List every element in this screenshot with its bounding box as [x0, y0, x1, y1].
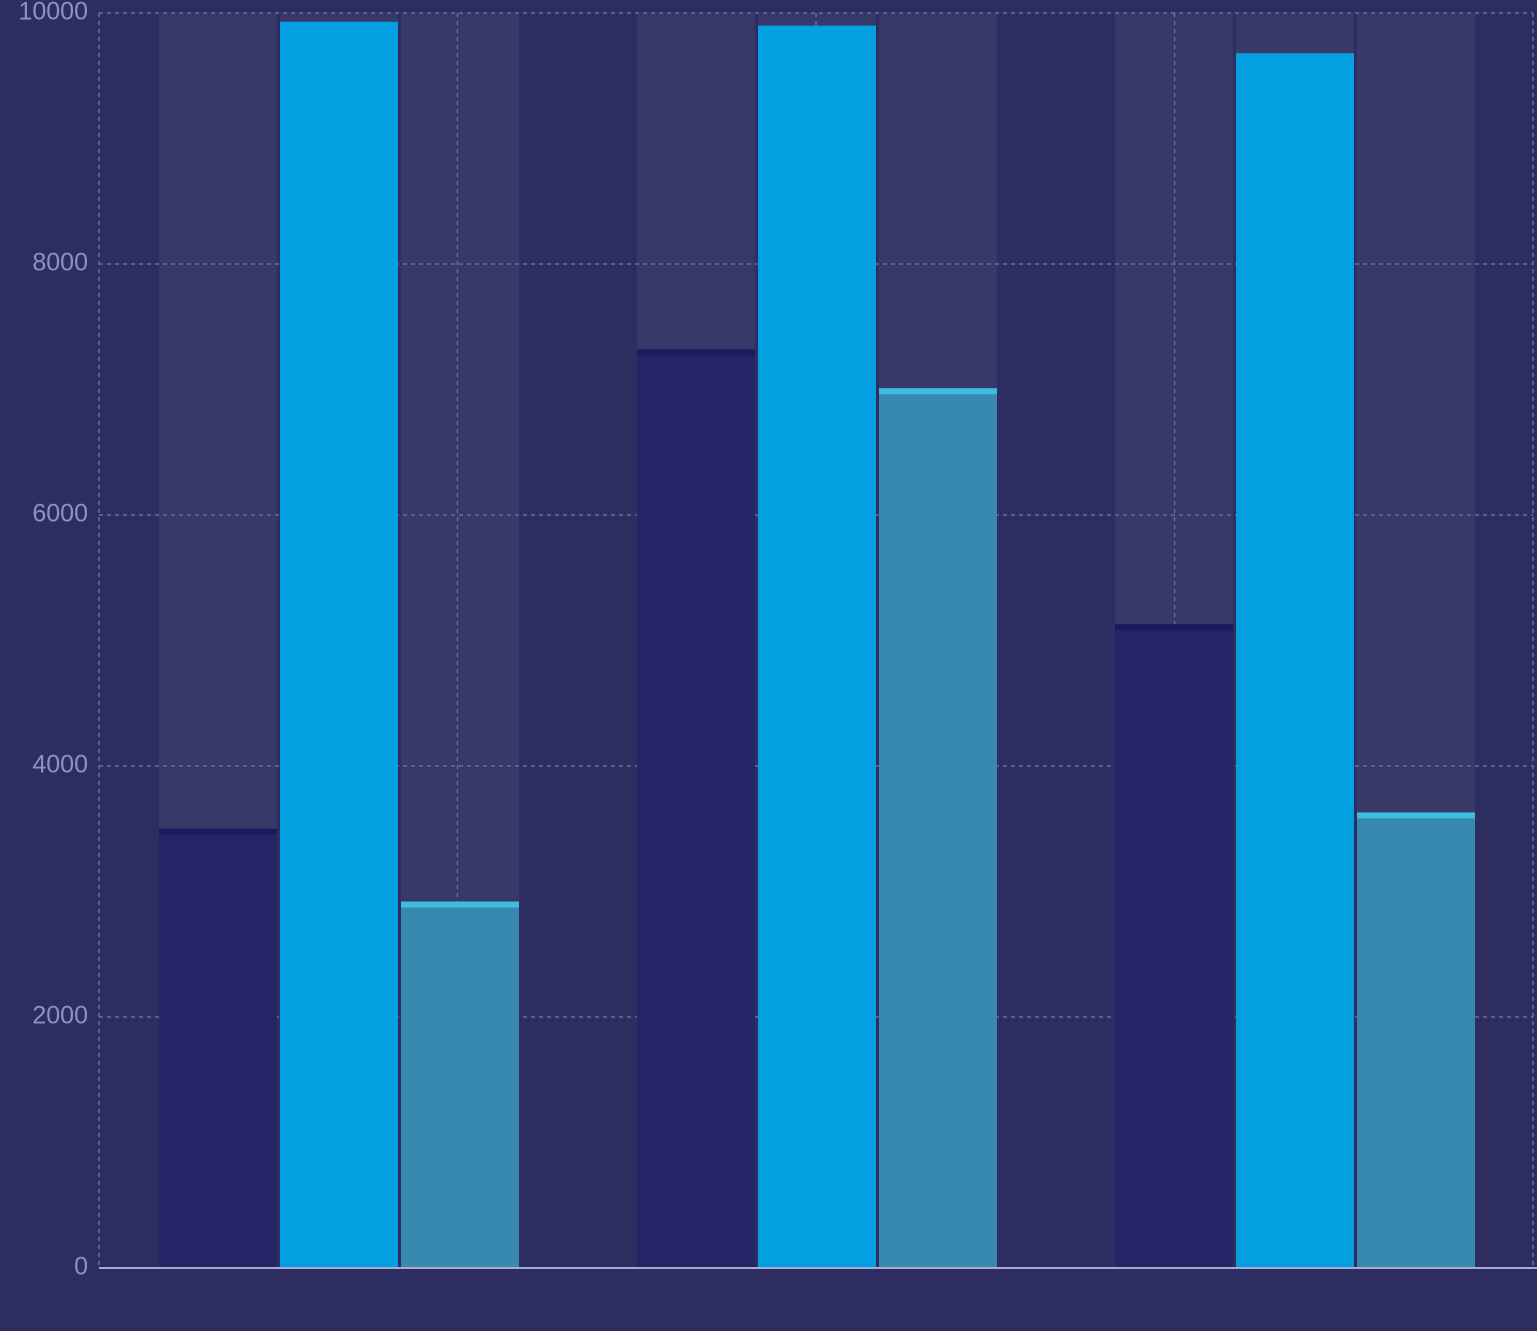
bar-cap — [401, 901, 519, 908]
bar — [1236, 53, 1354, 1268]
y-tick-label: 6000 — [32, 500, 88, 528]
bar-cap — [159, 828, 277, 835]
bar — [758, 25, 876, 1268]
bar-cap — [637, 349, 755, 356]
bar — [1115, 624, 1233, 1268]
y-tick-label: 4000 — [32, 751, 88, 779]
bar — [159, 828, 277, 1268]
bar-cap — [1357, 812, 1475, 819]
y-tick-label: 0 — [74, 1253, 88, 1281]
bar — [401, 901, 519, 1268]
bar — [879, 388, 997, 1268]
bar-cap — [1115, 624, 1233, 631]
y-tick-label: 8000 — [32, 249, 88, 277]
bar-cap — [879, 388, 997, 395]
y-tick-label: 10000 — [18, 0, 88, 26]
bar — [1357, 812, 1475, 1268]
bar — [637, 349, 755, 1269]
bar — [280, 21, 398, 1268]
y-tick-label: 2000 — [32, 1002, 88, 1030]
